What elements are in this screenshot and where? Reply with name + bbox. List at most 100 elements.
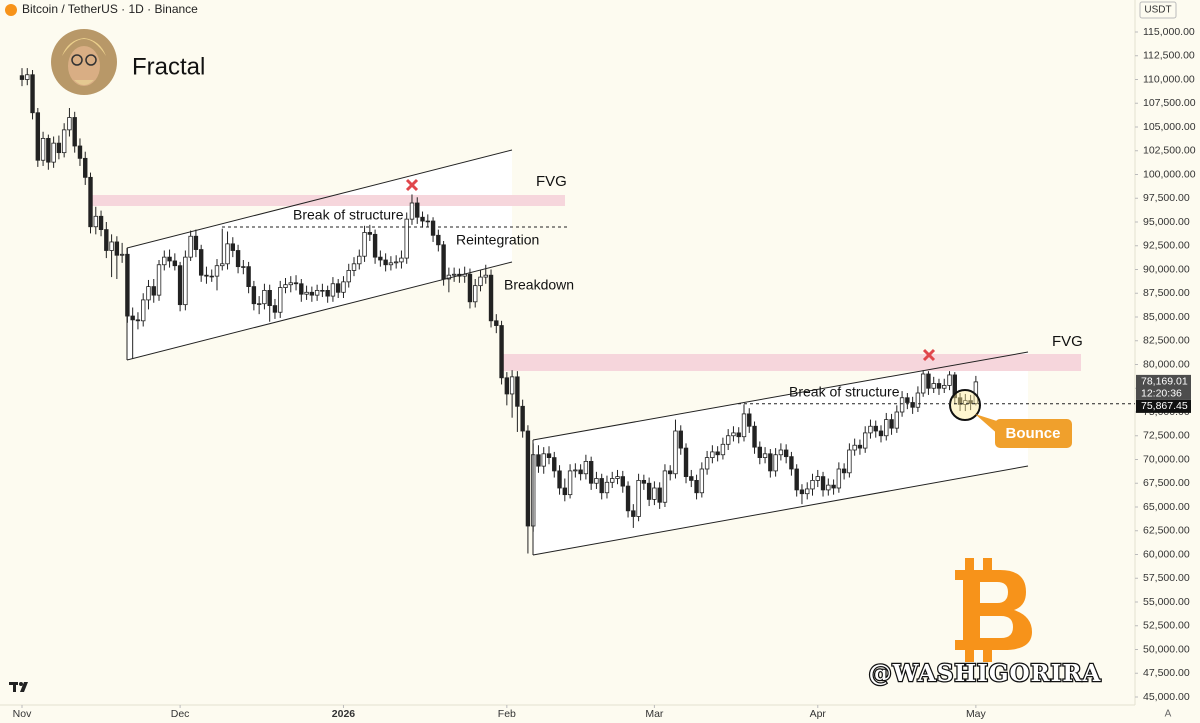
candle-body — [241, 266, 246, 268]
candle-body — [225, 243, 230, 265]
candle-body — [525, 430, 531, 527]
candle-body — [314, 289, 320, 296]
candle-body — [915, 392, 921, 408]
candle-body — [841, 468, 847, 474]
candle-body — [588, 460, 594, 484]
y-tick-label: 110,000.00 — [1143, 73, 1195, 85]
candle-body — [246, 266, 251, 287]
candle-body — [546, 453, 552, 458]
candle-body — [93, 215, 98, 228]
candle-body — [815, 476, 820, 481]
candle-body — [789, 456, 794, 470]
candle-body — [878, 430, 884, 437]
candle-body — [852, 444, 857, 451]
candle-body — [710, 451, 715, 458]
x-mark — [405, 178, 936, 362]
candle-body — [704, 457, 710, 470]
candle-body — [805, 488, 810, 495]
candle-body — [863, 432, 868, 449]
candle-body — [451, 273, 457, 276]
bitcoin-logo — [955, 558, 1032, 662]
candle-body — [826, 484, 831, 491]
candle-body — [262, 289, 267, 305]
candle-body — [61, 129, 67, 154]
candle-body — [947, 374, 952, 386]
candle-body — [146, 286, 151, 301]
candle-body — [51, 142, 56, 163]
y-tick-label: 50,000.00 — [1143, 643, 1190, 655]
x-tick-label: Apr — [810, 708, 827, 720]
currency[interactable]: USDT — [1144, 5, 1171, 16]
candle-body — [515, 376, 520, 407]
candle-body — [378, 256, 383, 261]
candle-body — [657, 487, 662, 503]
candle-body — [198, 249, 204, 276]
candle-body — [920, 373, 926, 394]
candle-body — [936, 383, 942, 389]
auto-scale-button[interactable]: A — [1165, 709, 1172, 720]
candle-body — [251, 286, 257, 305]
last-price-tag — [1136, 374, 1191, 400]
channel-line — [126, 149, 513, 249]
candle-body — [504, 377, 510, 395]
callout-box — [995, 419, 1072, 448]
candle-body — [678, 430, 683, 449]
candle-body — [135, 319, 141, 322]
candle-body — [905, 397, 910, 403]
candle-body — [272, 305, 278, 313]
y-tick-label: 55,000.00 — [1143, 596, 1190, 608]
candle-body — [56, 142, 62, 154]
countdown-label: 12:20:36 — [1141, 388, 1182, 400]
candle-body — [689, 476, 694, 481]
x-tick-label: May — [966, 708, 987, 720]
candle-body — [167, 256, 172, 262]
candle-body — [183, 256, 188, 306]
candle-body — [109, 241, 114, 251]
y-tick-label: 70,000.00 — [1143, 453, 1190, 465]
candle-body — [668, 470, 673, 475]
candle-body — [346, 270, 351, 283]
level-tag — [1136, 399, 1191, 413]
x-tick-label: 2026 — [332, 708, 356, 720]
level-label: 75,867.45 — [1141, 400, 1188, 412]
currency-box[interactable] — [1139, 1, 1177, 19]
y-tick-label: 102,500.00 — [1143, 145, 1196, 157]
candle-body — [831, 484, 836, 489]
candle-body — [552, 457, 557, 472]
x-tick-label: Dec — [171, 708, 190, 720]
candle-body — [541, 453, 546, 467]
x-tick-label: Feb — [498, 708, 516, 720]
candle-body — [604, 481, 610, 494]
candle-body — [214, 265, 220, 277]
candle-body — [488, 274, 494, 322]
candle-body — [652, 487, 657, 500]
y-tick-label: 112,500.00 — [1143, 50, 1195, 62]
candle-body — [694, 479, 699, 494]
candle-body — [130, 315, 135, 321]
annotation: Breakdown — [504, 277, 574, 293]
candle-body — [673, 430, 678, 475]
candle-body — [172, 260, 178, 267]
callout-pointer — [975, 414, 1000, 436]
candle-body — [25, 74, 30, 80]
candle-body — [836, 468, 842, 489]
y-tick-label: 65,000.00 — [1143, 501, 1190, 513]
candle-body — [278, 287, 283, 313]
candle-body — [430, 220, 436, 236]
candle-body — [283, 284, 288, 288]
candle-body — [646, 482, 652, 500]
candle-body — [325, 289, 330, 297]
candle-body — [741, 413, 747, 438]
candle-body — [810, 479, 815, 490]
candle-body — [193, 235, 199, 250]
y-tick-label: 85,000.00 — [1143, 311, 1190, 323]
candle-body — [478, 276, 483, 287]
candle-body — [752, 425, 757, 448]
y-tick-label: 80,000.00 — [1143, 358, 1190, 370]
candle-body — [499, 325, 504, 379]
y-tick-label: 45,000.00 — [1143, 691, 1190, 703]
annotation: Reintegration — [456, 232, 539, 248]
fvg-zone — [503, 354, 1081, 371]
y-tick-label: 72,500.00 — [1143, 430, 1190, 442]
